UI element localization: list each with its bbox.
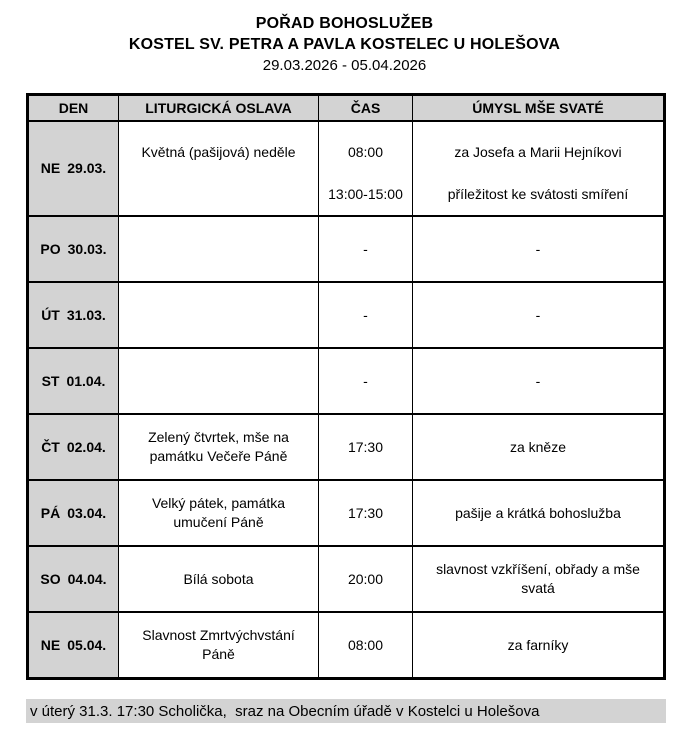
time-cell: 20:00 bbox=[319, 547, 413, 611]
document-header: POŘAD BOHOSLUŽEB KOSTEL SV. PETRA A PAVL… bbox=[0, 0, 689, 76]
day-date: 31.03. bbox=[66, 306, 106, 323]
day-date: 30.03. bbox=[67, 240, 107, 257]
time-cell: - bbox=[319, 349, 413, 413]
intention-cell: - bbox=[535, 372, 541, 389]
time-cell: 08:00 13:00-15:00 bbox=[319, 122, 413, 215]
day-cell: PO 30.03. bbox=[29, 217, 119, 281]
table-row-pa-03-04: PÁ 03.04. Velký pátek, památka umučení P… bbox=[29, 481, 663, 547]
day-abbr: NE bbox=[40, 160, 61, 176]
day-abbr: NE bbox=[40, 636, 61, 653]
day-date: 05.04. bbox=[67, 636, 107, 653]
day-date: 29.03. bbox=[67, 160, 107, 176]
table-row-ne-29-03: NE 29.03. Květná (pašijová) neděle 08:00… bbox=[29, 122, 663, 217]
table-row-ut-31-03: ÚT 31.03. - - bbox=[29, 283, 663, 349]
time-cell: - bbox=[319, 217, 413, 281]
table-row-ne-05-04: NE 05.04. Slavnost Zmrtvýchvstání Páně 0… bbox=[29, 613, 663, 677]
intention-cell: za farníky bbox=[507, 636, 569, 653]
liturgy-cell bbox=[119, 217, 319, 281]
day-date: 03.04. bbox=[67, 504, 107, 521]
day-abbr: ČT bbox=[41, 438, 60, 455]
time-cell: 17:30 bbox=[319, 481, 413, 545]
column-header-umysl-mse-svate: ÚMYSL MŠE SVATÉ bbox=[413, 96, 663, 120]
day-cell: SO 04.04. bbox=[29, 547, 119, 611]
day-date: 04.04. bbox=[67, 570, 107, 587]
column-header-cas: ČAS bbox=[319, 96, 413, 120]
liturgy-cell: Slavnost Zmrtvýchvstání Páně bbox=[119, 613, 319, 677]
liturgy-cell: Zelený čtvrtek, mše na památku Večeře Pá… bbox=[119, 415, 319, 479]
intention-cell: - bbox=[535, 240, 541, 257]
church-name: KOSTEL SV. PETRA A PAVLA KOSTELEC U HOLE… bbox=[128, 36, 561, 53]
time-cell: - bbox=[319, 283, 413, 347]
day-cell: ST 01.04. bbox=[29, 349, 119, 413]
day-abbr: ÚT bbox=[41, 306, 60, 323]
day-cell: NE 05.04. bbox=[29, 613, 119, 677]
intention-cell: pašije a krátká bohoslužba bbox=[455, 504, 621, 521]
column-header-den: DEN bbox=[29, 96, 119, 120]
day-cell: ÚT 31.03. bbox=[29, 283, 119, 347]
day-abbr: PO bbox=[40, 240, 61, 257]
liturgy-cell: Velký pátek, památka umučení Páně bbox=[119, 481, 319, 545]
table-row-st-01-04: ST 01.04. - - bbox=[29, 349, 663, 415]
liturgy-cell: Květná (pašijová) neděle bbox=[119, 122, 319, 215]
intention-cell: slavnost vzkříšení, obřady a mše svatá bbox=[436, 561, 640, 596]
document-title: POŘAD BOHOSLUŽEB bbox=[255, 15, 434, 32]
day-abbr: ST bbox=[41, 372, 60, 389]
date-range: 29.03.2026 - 05.04.2026 bbox=[262, 57, 427, 74]
liturgy-cell bbox=[119, 283, 319, 347]
intention-line-2: příležitost ke svátosti smíření bbox=[447, 186, 629, 202]
day-abbr: SO bbox=[40, 570, 61, 587]
day-abbr: PÁ bbox=[40, 504, 61, 521]
column-header-liturgicka-oslava: LITURGICKÁ OSLAVA bbox=[119, 96, 319, 120]
liturgy-text: Květná (pašijová) neděle bbox=[141, 144, 296, 160]
day-date: 02.04. bbox=[66, 438, 106, 455]
liturgy-cell bbox=[119, 349, 319, 413]
table-row-po-30-03: PO 30.03. - - bbox=[29, 217, 663, 283]
time-cell: 08:00 bbox=[319, 613, 413, 677]
liturgy-cell: Bílá sobota bbox=[119, 547, 319, 611]
day-cell: ČT 02.04. bbox=[29, 415, 119, 479]
footer-note: v úterý 31.3. 17:30 Scholička, sraz na O… bbox=[26, 699, 666, 723]
time-line-1: 08:00 bbox=[347, 144, 384, 160]
day-cell: NE 29.03. bbox=[29, 122, 119, 215]
intention-line-1: za Josefa a Marii Hejníkovi bbox=[454, 144, 622, 160]
intention-cell: za Josefa a Marii Hejníkovi příležitost … bbox=[413, 122, 663, 215]
time-line-2: 13:00-15:00 bbox=[328, 186, 403, 202]
day-date: 01.04. bbox=[66, 372, 106, 389]
table-row-so-04-04: SO 04.04. Bílá sobota 20:00 slavnost vzk… bbox=[29, 547, 663, 613]
time-cell: 17:30 bbox=[319, 415, 413, 479]
intention-cell: za kněze bbox=[509, 438, 567, 455]
intention-cell: - bbox=[535, 306, 541, 323]
table-header-row: DEN LITURGICKÁ OSLAVA ČAS ÚMYSL MŠE SVAT… bbox=[29, 96, 663, 122]
table-row-ct-02-04: ČT 02.04. Zelený čtvrtek, mše na památku… bbox=[29, 415, 663, 481]
day-cell: PÁ 03.04. bbox=[29, 481, 119, 545]
schedule-table: DEN LITURGICKÁ OSLAVA ČAS ÚMYSL MŠE SVAT… bbox=[26, 93, 666, 680]
